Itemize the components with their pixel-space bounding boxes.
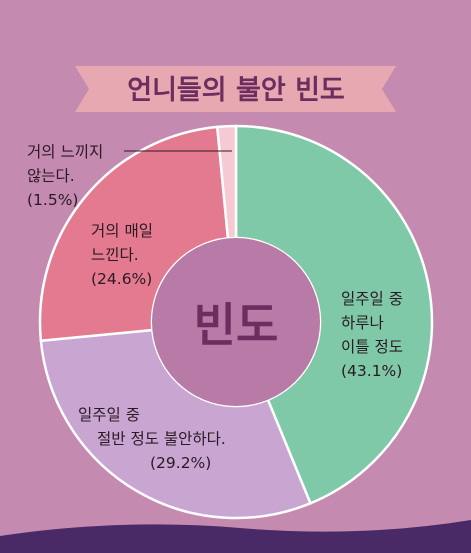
title-banner: 언니들의 불안 빈도: [75, 66, 396, 112]
label-rarely-line1: 거의 느끼지: [27, 143, 103, 161]
label-half-week-value: (29.2%): [150, 454, 211, 472]
label-almost-daily-line2: 느낀다.: [91, 246, 139, 264]
donut-center-label: 빈도: [194, 298, 279, 352]
label-rarely-line2: 않는다.: [27, 167, 75, 185]
label-weekly-1-2-days-value: (43.1%): [341, 362, 402, 380]
label-rarely: 거의 느끼지 않는다. (1.5%): [27, 143, 232, 209]
label-weekly-1-2-days-line2: 하루나: [341, 314, 384, 332]
label-almost-daily-value: (24.6%): [91, 270, 152, 288]
title-banner-ribbon: [75, 66, 396, 112]
label-weekly-1-2-days-line1: 일주일 중: [341, 290, 403, 308]
bottom-wave-decoration: [0, 520, 471, 553]
label-rarely-value: (1.5%): [27, 191, 78, 209]
label-almost-daily: 거의 매일 느낀다. (24.6%): [91, 222, 153, 288]
donut-center-circle: [152, 238, 320, 406]
label-weekly-1-2-days: 일주일 중 하루나 이틀 정도 (43.1%): [341, 290, 403, 380]
label-weekly-1-2-days-line3: 이틀 정도: [341, 338, 403, 356]
donut-chart: [38, 124, 434, 520]
chart-title: 언니들의 불안 빈도: [127, 75, 345, 106]
label-half-week-line2: 절반 정도 불안하다.: [97, 430, 226, 448]
label-half-week-line1: 일주일 중: [78, 406, 140, 424]
label-half-week: 일주일 중 절반 정도 불안하다. (29.2%): [78, 406, 226, 472]
label-almost-daily-line1: 거의 매일: [91, 222, 153, 240]
